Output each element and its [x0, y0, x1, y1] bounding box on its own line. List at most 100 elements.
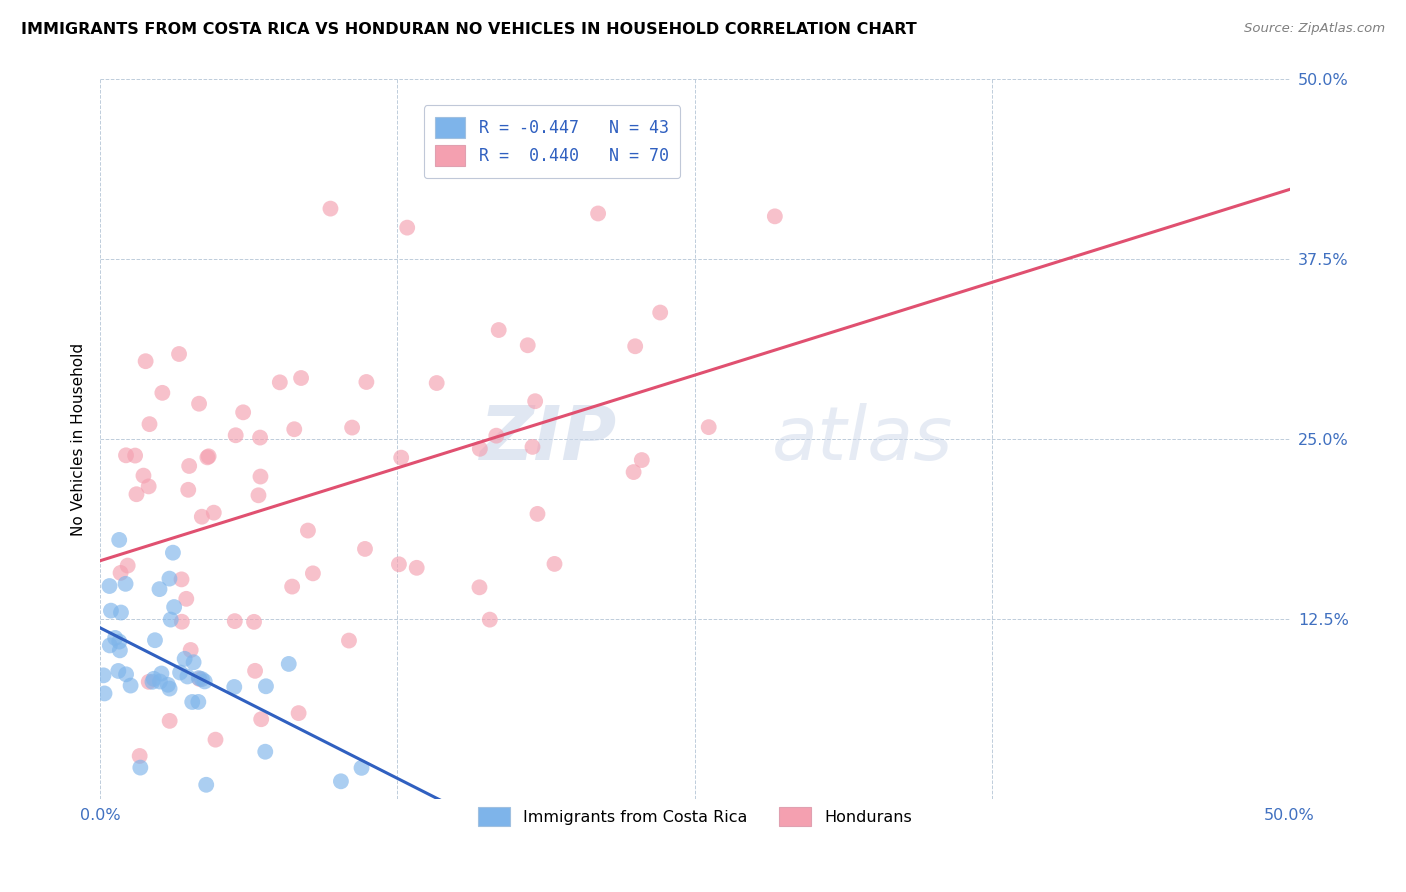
- Point: [93, 668, 115, 682]
- Point: [468, 580, 491, 594]
- Point: [110, 566, 132, 580]
- Point: [183, 655, 205, 669]
- Point: [159, 681, 181, 696]
- Point: [142, 672, 165, 686]
- Point: [522, 440, 544, 454]
- Point: [243, 615, 266, 629]
- Point: [179, 458, 201, 473]
- Point: [426, 376, 449, 390]
- Point: [526, 507, 548, 521]
- Point: [138, 417, 160, 431]
- Point: [108, 643, 131, 657]
- Point: [763, 210, 786, 224]
- Point: [297, 524, 319, 538]
- Point: [356, 375, 378, 389]
- Point: [524, 394, 547, 409]
- Point: [129, 761, 152, 775]
- Point: [170, 573, 193, 587]
- Point: [174, 591, 197, 606]
- Point: [488, 323, 510, 337]
- Point: [150, 666, 173, 681]
- Point: [319, 202, 342, 216]
- Point: [108, 634, 131, 648]
- Point: [650, 305, 672, 319]
- Text: Source: ZipAtlas.com: Source: ZipAtlas.com: [1244, 22, 1385, 36]
- Point: [188, 397, 211, 411]
- Point: [159, 714, 181, 728]
- Point: [197, 450, 219, 465]
- Point: [485, 428, 508, 442]
- Point: [187, 671, 209, 685]
- Point: [125, 487, 148, 501]
- Point: [138, 479, 160, 493]
- Point: [107, 664, 129, 678]
- Point: [100, 604, 122, 618]
- Point: [141, 674, 163, 689]
- Point: [150, 385, 173, 400]
- Point: [543, 557, 565, 571]
- Point: [283, 422, 305, 436]
- Point: [302, 566, 325, 581]
- Point: [624, 339, 647, 353]
- Point: [697, 420, 720, 434]
- Point: [191, 672, 214, 686]
- Point: [197, 450, 219, 464]
- Point: [623, 465, 645, 479]
- Point: [250, 712, 273, 726]
- Point: [224, 614, 246, 628]
- Point: [110, 606, 132, 620]
- Point: [149, 674, 172, 689]
- Point: [167, 347, 190, 361]
- Text: atlas: atlas: [772, 403, 953, 475]
- Point: [120, 679, 142, 693]
- Legend: Immigrants from Costa Rica, Hondurans: Immigrants from Costa Rica, Hondurans: [470, 799, 920, 834]
- Point: [132, 468, 155, 483]
- Point: [187, 695, 209, 709]
- Point: [104, 631, 127, 645]
- Point: [124, 449, 146, 463]
- Point: [225, 428, 247, 442]
- Point: [163, 600, 186, 615]
- Point: [350, 761, 373, 775]
- Point: [630, 453, 652, 467]
- Point: [128, 748, 150, 763]
- Point: [169, 665, 191, 680]
- Point: [405, 561, 427, 575]
- Point: [516, 338, 538, 352]
- Point: [277, 657, 299, 671]
- Point: [247, 488, 270, 502]
- Point: [177, 483, 200, 497]
- Point: [98, 579, 121, 593]
- Point: [181, 695, 204, 709]
- Point: [202, 506, 225, 520]
- Point: [115, 667, 138, 681]
- Point: [194, 674, 217, 689]
- Point: [148, 582, 170, 596]
- Point: [93, 686, 115, 700]
- Point: [389, 450, 412, 465]
- Point: [232, 405, 254, 419]
- Point: [340, 420, 363, 434]
- Point: [354, 541, 377, 556]
- Point: [586, 206, 609, 220]
- Point: [180, 643, 202, 657]
- Y-axis label: No Vehicles in Household: No Vehicles in Household: [72, 343, 86, 535]
- Point: [243, 664, 266, 678]
- Point: [162, 546, 184, 560]
- Point: [254, 679, 277, 693]
- Point: [138, 674, 160, 689]
- Point: [115, 448, 138, 462]
- Point: [173, 652, 195, 666]
- Point: [287, 706, 309, 720]
- Point: [170, 615, 193, 629]
- Point: [388, 558, 411, 572]
- Point: [143, 633, 166, 648]
- Point: [108, 533, 131, 547]
- Point: [117, 558, 139, 573]
- Point: [396, 220, 419, 235]
- Point: [188, 672, 211, 686]
- Point: [290, 371, 312, 385]
- Point: [269, 376, 291, 390]
- Point: [159, 613, 181, 627]
- Point: [156, 678, 179, 692]
